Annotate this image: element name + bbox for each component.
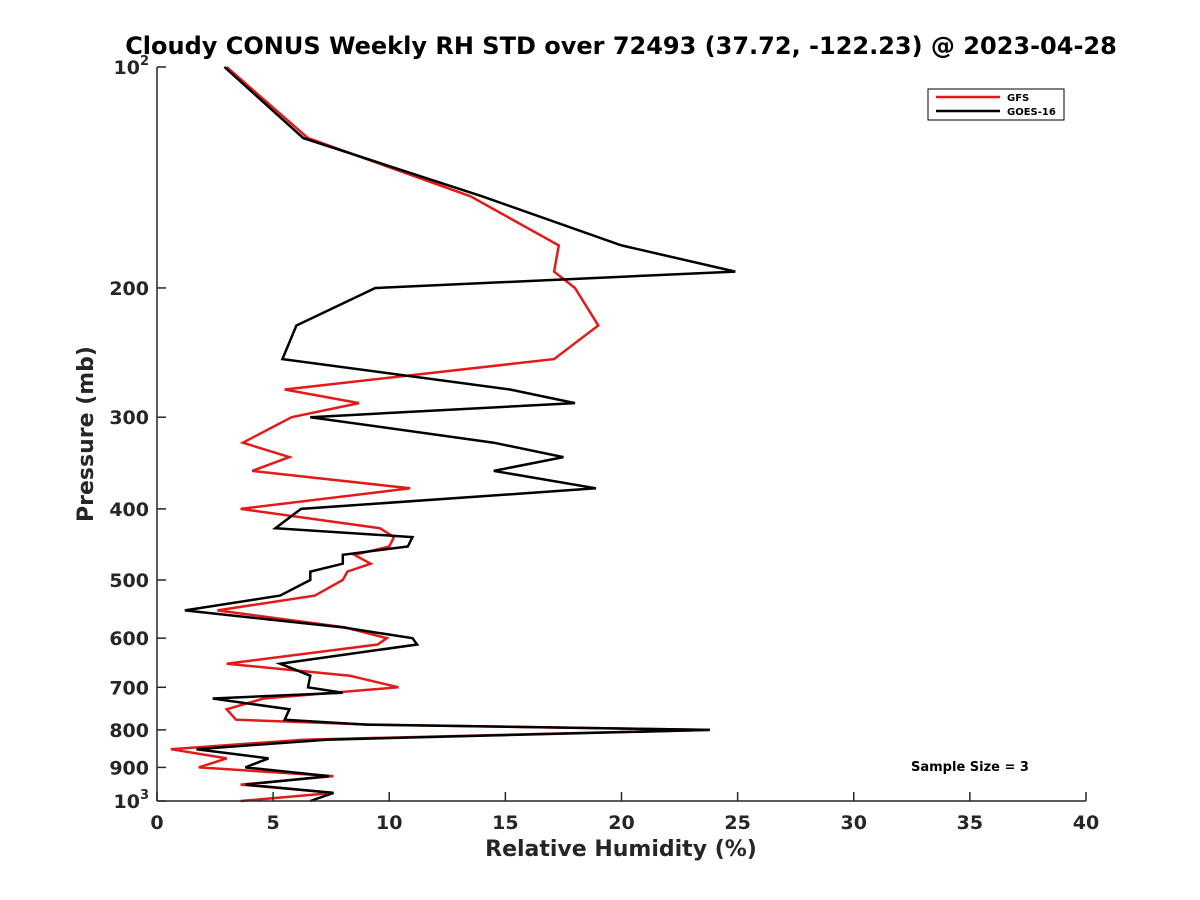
chart-title: Cloudy CONUS Weekly RH STD over 72493 (3… bbox=[125, 32, 1117, 60]
legend: GFS GOES-16 bbox=[927, 88, 1065, 121]
x-tick-label: 0 bbox=[150, 812, 163, 834]
y-tick-label: 200 bbox=[109, 278, 149, 300]
y-tick-label: 800 bbox=[109, 720, 149, 742]
legend-label-goes-16: GOES-16 bbox=[1007, 107, 1056, 118]
y-tick-label: 600 bbox=[109, 628, 149, 650]
x-axis-label: Relative Humidity (%) bbox=[485, 837, 757, 862]
sample-size-annotation: Sample Size = 3 bbox=[911, 760, 1029, 775]
series-layer bbox=[170, 66, 736, 803]
x-tick-label: 40 bbox=[1073, 812, 1099, 834]
legend-label-gfs: GFS bbox=[1007, 93, 1029, 104]
y-tick-label: 103 bbox=[114, 788, 150, 813]
y-tick-label: 900 bbox=[109, 757, 149, 779]
x-tick-label: 35 bbox=[957, 812, 983, 834]
x-tick-label: 20 bbox=[608, 812, 634, 834]
x-tick-label: 25 bbox=[724, 812, 750, 834]
y-tick-label: 700 bbox=[109, 677, 149, 699]
x-tick-label: 30 bbox=[841, 812, 867, 834]
series-line-goes-16 bbox=[184, 66, 736, 803]
y-tick-label: 500 bbox=[109, 570, 149, 592]
x-tick-label: 10 bbox=[376, 812, 402, 834]
y-tick-label: 102 bbox=[114, 54, 150, 79]
y-tick-label: 300 bbox=[109, 407, 149, 429]
y-axis-label: Pressure (mb) bbox=[74, 346, 99, 522]
x-tick-label: 15 bbox=[492, 812, 518, 834]
y-axis-ticks: 102 200 300 400 500 600 700 800 900 103 bbox=[109, 54, 166, 813]
x-tick-label: 5 bbox=[267, 812, 280, 834]
plot-area bbox=[157, 67, 1086, 801]
y-tick-label: 400 bbox=[109, 499, 149, 521]
legend-box bbox=[927, 88, 1065, 121]
x-axis-ticks: 0 5 10 15 20 25 30 35 40 bbox=[150, 792, 1099, 834]
